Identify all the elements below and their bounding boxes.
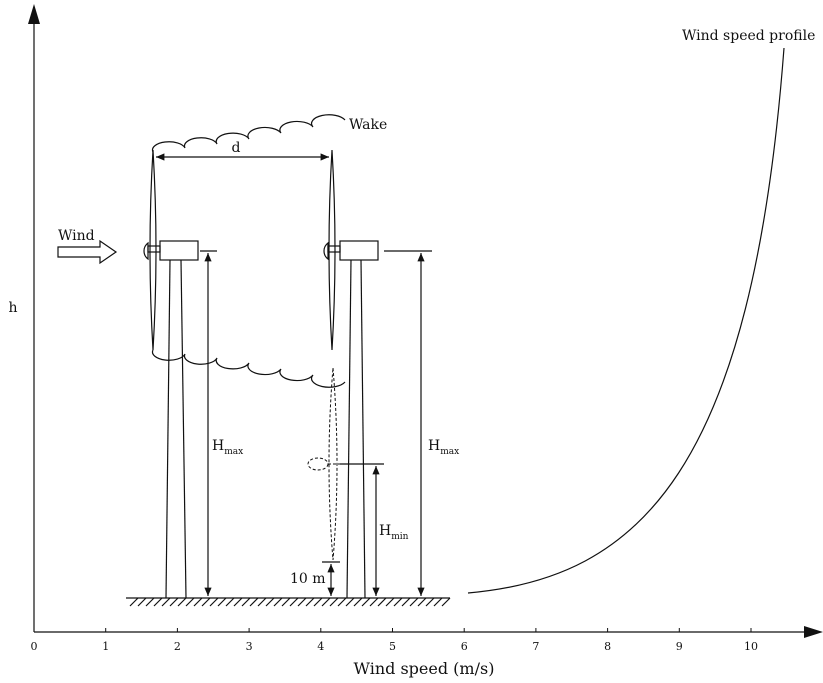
wake-label: Wake — [349, 117, 387, 133]
dimensions — [200, 250, 432, 596]
x-tick-label: 1 — [102, 640, 109, 653]
wake-bottom — [151, 349, 346, 388]
y-arrow — [28, 4, 40, 24]
ten-m-label: 10 m — [290, 571, 326, 587]
x-tick-label: 3 — [246, 640, 253, 653]
x-tick-label: 8 — [604, 640, 611, 653]
x-tick-label: 7 — [532, 640, 539, 653]
wind-arrow — [57, 239, 118, 265]
turbine — [143, 149, 199, 599]
turbine — [323, 149, 379, 599]
x-tick-label: 6 — [461, 640, 468, 653]
profile-label: Wind speed profile — [682, 28, 815, 44]
h-max-label: Hmax — [212, 438, 243, 457]
x-tick-label: 5 — [389, 640, 396, 653]
x-tick-label: 4 — [317, 640, 324, 653]
h-max-label: Hmax — [428, 438, 459, 457]
wind-label: Wind — [58, 228, 95, 244]
wake-top — [151, 114, 346, 153]
ground — [126, 597, 451, 607]
y-axis-label: h — [8, 300, 17, 316]
x-tick-label: 10 — [744, 640, 758, 653]
x-arrow — [804, 626, 823, 638]
profile-curve — [467, 47, 785, 594]
h-min-label: Hmin — [379, 523, 409, 542]
x-ticks: 0 1 2 3 4 5 6 7 8 9 10 — [31, 628, 758, 653]
x-tick-label: 9 — [676, 640, 683, 653]
x-tick-label: 0 — [31, 640, 38, 653]
x-tick-label: 2 — [174, 640, 181, 653]
x-axis-label: Wind speed (m/s) — [354, 659, 495, 678]
distance-label: d — [232, 140, 241, 156]
turbine-low — [307, 367, 340, 561]
